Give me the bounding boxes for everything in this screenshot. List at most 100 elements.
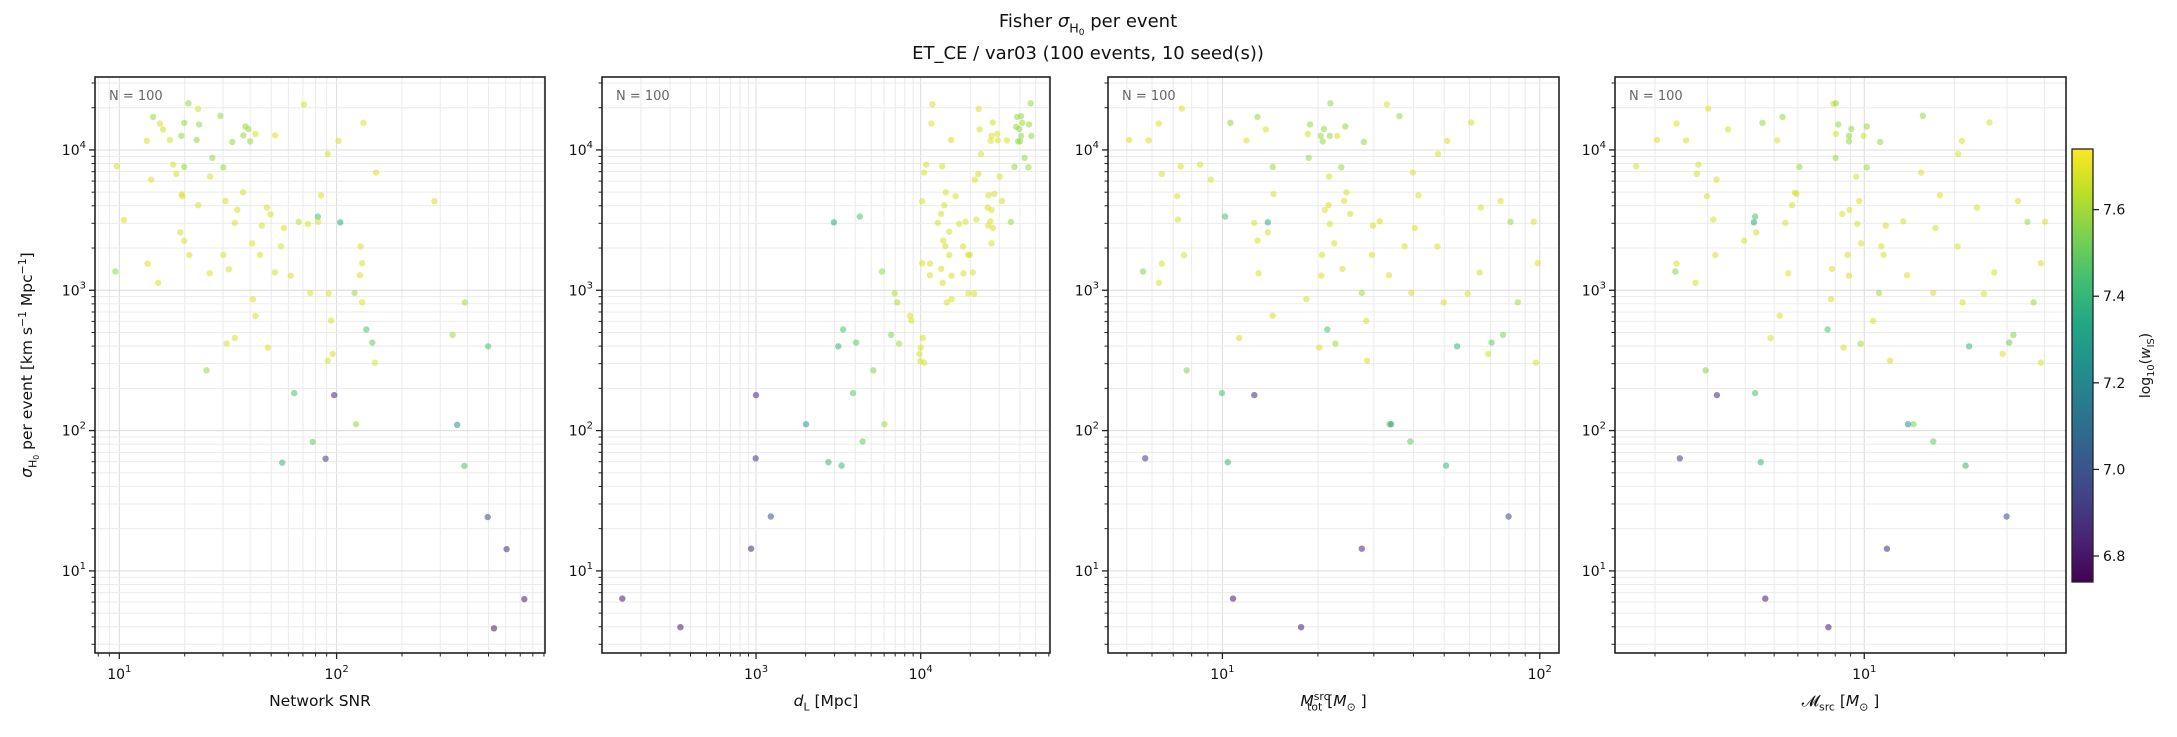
data-point [1229,595,1237,602]
data-point [1387,421,1395,428]
data-point [948,272,955,279]
data-point [206,270,213,277]
data-point [1364,357,1371,364]
data-point [1856,197,1863,205]
data-point [917,344,924,351]
tick-exp: 3 [1093,280,1099,291]
data-point [895,340,903,347]
data-point [752,391,760,399]
data-point [229,138,236,146]
data-point [307,289,314,297]
data-point [891,290,898,297]
data-point [1174,216,1182,223]
data-point [1839,210,1846,218]
label-part: tot [1307,701,1322,714]
data-point [329,350,336,358]
tick-exp: 3 [587,280,593,291]
label-part: σ [1058,11,1070,32]
data-point [1401,243,1408,250]
data-point [1415,192,1422,199]
data-point [1845,272,1853,279]
data-point [1338,164,1345,171]
data-point [1197,161,1204,168]
data-point [988,240,995,247]
data-point [324,357,331,364]
ticks [1102,82,1541,659]
data-point [203,367,210,374]
label-part: src [1314,690,1330,703]
data-point [830,219,838,226]
data-point [1444,137,1451,145]
label-part: Fisher [999,11,1058,32]
data-point [295,218,302,226]
data-point [1254,113,1261,121]
data-point [1702,367,1709,374]
data-point [939,279,946,286]
data-point [1485,350,1492,358]
data-point [1827,296,1835,303]
data-point [1019,119,1026,127]
data-point [264,344,272,351]
tick-exp: 3 [762,664,768,675]
data-point [356,272,364,279]
data-point [1785,270,1792,277]
data-point [926,260,934,267]
data-point [1845,132,1853,140]
data-point [159,126,167,133]
tick-base: 10 [1075,564,1093,580]
data-point [1832,100,1840,107]
label-part: 0 [32,455,41,460]
data-point [246,138,254,145]
y-tick-label: 102 [1582,421,1606,440]
data-point [1331,240,1338,247]
label-part: [Mpc] [810,692,859,710]
data-point [1358,545,1366,552]
data-point [1796,163,1803,171]
data-point [1705,105,1712,112]
label-part: [ [1835,692,1846,710]
data-point [839,326,847,333]
data-point [1396,113,1403,120]
data-point [181,163,188,171]
tick-exp: 1 [1870,664,1876,675]
tick-base: 10 [1852,667,1870,683]
data-point [929,101,936,108]
data-point [1468,119,1475,126]
data-point [1306,121,1314,128]
y-axis-label: σH0 per event [km s−1 Mpc−1] [16,252,41,477]
label-part: w [2138,347,2154,359]
data-point [484,343,492,350]
data-point [934,219,941,227]
data-point [1762,595,1769,602]
tick-base: 10 [324,667,342,683]
data-point [1497,197,1504,205]
x-axis-label: 𝓜src [M⊙ ] [1802,692,1880,714]
data-point [825,459,832,466]
data-point [1832,130,1840,138]
data-point [1903,272,1911,279]
data-point [220,251,227,258]
axes-frame [1614,76,2067,654]
data-point [1327,100,1334,107]
data-point [859,438,866,445]
data-point [1155,279,1163,286]
y-tick-label: 104 [1075,140,1099,159]
y-tick-label: 102 [1075,421,1099,440]
data-point [371,359,379,366]
data-point [1251,391,1258,399]
data-point [328,317,335,324]
data-point [767,513,774,520]
data-point [351,289,358,297]
data-point [1900,218,1907,225]
data-point [186,251,193,259]
scatter-points [1125,100,1542,631]
data-point [155,279,162,286]
data-point [1713,176,1720,183]
data-point [217,112,224,120]
label-part: ⊙ [1347,701,1356,714]
label-part: 0 [1079,28,1085,38]
data-point [1930,438,1937,445]
data-point [1751,389,1759,397]
data-point [906,312,914,319]
y-tick-label: 103 [569,280,593,299]
